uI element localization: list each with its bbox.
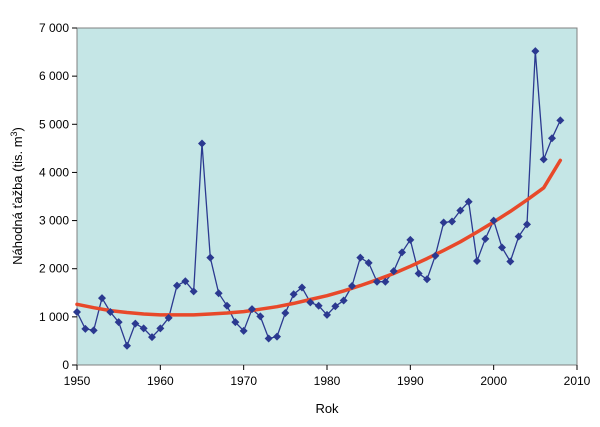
data-point-marker (206, 253, 215, 262)
data-point-marker (448, 217, 456, 226)
x-tick-label: 1950 (64, 374, 91, 388)
y-tick-label: 3 000 (39, 214, 69, 228)
data-point-marker (481, 234, 490, 243)
data-point-marker (273, 332, 281, 341)
data-point-marker (306, 298, 315, 307)
data-point-marker (281, 309, 290, 318)
data-point-marker (398, 248, 406, 257)
data-point-marker (248, 305, 256, 314)
data-point-marker (289, 290, 298, 299)
x-tick-label: 1960 (147, 374, 174, 388)
data-point-marker (314, 301, 323, 310)
y-axis-title-text: Náhodná ťažba (tis. m (10, 136, 25, 264)
data-point-marker (131, 319, 140, 328)
data-point-marker (548, 134, 556, 143)
plot-area (76, 27, 578, 366)
data-point-marker (323, 310, 331, 319)
data-point-marker (464, 197, 473, 206)
data-point-marker (89, 326, 98, 335)
data-point-marker (406, 235, 415, 244)
data-point-marker (514, 232, 523, 241)
y-axis-title: Náhodná ťažba (tis. m3) (9, 127, 25, 265)
data-point-marker (156, 324, 165, 333)
x-tick-label: 1990 (397, 374, 424, 388)
data-point-marker (198, 139, 206, 148)
trend-line (75, 158, 563, 317)
x-tick-label: 1980 (314, 374, 341, 388)
data-point-marker (189, 287, 198, 296)
data-point-marker (381, 277, 390, 286)
data-point-marker (181, 277, 190, 286)
data-point-marker (506, 257, 515, 266)
data-point-marker (339, 296, 348, 305)
x-axis-title: Rok (315, 401, 339, 416)
data-point-marker (456, 206, 465, 215)
data-point-marker (214, 289, 223, 298)
data-point-marker (373, 277, 381, 286)
data-point-marker (539, 155, 548, 164)
data-point-marker (73, 308, 81, 317)
y-tick-label: 0 (62, 358, 69, 372)
data-point-marker (473, 257, 481, 266)
data-point-marker (231, 318, 240, 327)
data-point-marker (164, 313, 173, 322)
data-point-marker (356, 253, 365, 262)
data-point-marker (239, 326, 248, 335)
data-point-marker (489, 216, 498, 225)
x-tick-label: 2000 (480, 374, 507, 388)
data-point-marker (98, 294, 106, 303)
y-tick-label: 5 000 (39, 117, 69, 131)
data-point-marker (298, 283, 306, 292)
y-axis-title-superscript: 3 (9, 131, 19, 136)
data-point-marker (423, 275, 431, 284)
data-point-marker (139, 324, 148, 333)
data-point-marker (173, 281, 181, 290)
y-tick-label: 1 000 (39, 310, 69, 324)
data-point-marker (106, 308, 115, 317)
data-point-marker (389, 267, 398, 276)
data-point-marker (364, 258, 373, 267)
data-point-marker (531, 47, 540, 56)
data-point-marker (123, 341, 131, 350)
data-point-marker (431, 251, 440, 260)
data-point-marker (556, 116, 565, 125)
data-point-marker (331, 302, 340, 311)
y-tick-label: 7 000 (39, 21, 69, 35)
data-point-marker (148, 333, 156, 342)
data-point-marker (523, 220, 531, 229)
data-point-marker (264, 334, 273, 343)
data-point-marker (414, 269, 423, 278)
y-tick-label: 2 000 (39, 262, 69, 276)
data-point-marker (498, 243, 506, 252)
x-tick-label: 2010 (564, 374, 591, 388)
data-point-marker (223, 301, 231, 310)
y-axis-title-close: ) (10, 127, 25, 131)
data-point-marker (348, 282, 356, 291)
x-tick-label: 1970 (230, 374, 257, 388)
data-point-marker (256, 312, 265, 321)
data-point-marker (81, 324, 90, 333)
data-point-marker (439, 218, 448, 227)
y-tick-label: 6 000 (39, 69, 69, 83)
y-tick-label: 4 000 (39, 165, 69, 179)
data-point-marker (114, 318, 123, 327)
